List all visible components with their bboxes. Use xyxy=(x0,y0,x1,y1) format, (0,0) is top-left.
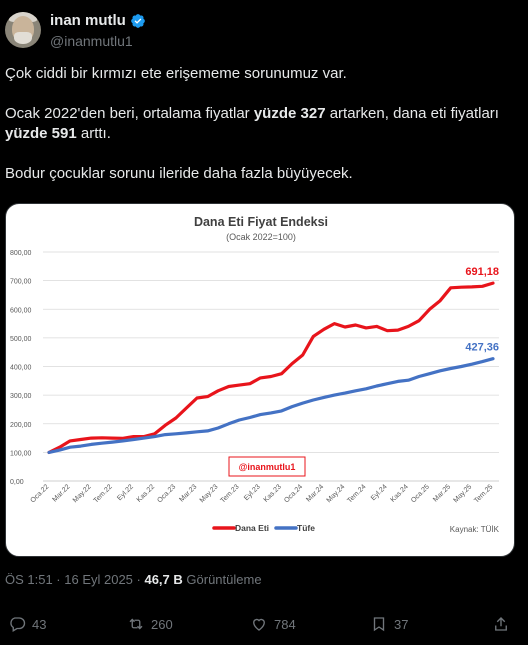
x-tick-label: Mar.24 xyxy=(305,483,325,503)
repost-count: 260 xyxy=(151,617,173,632)
post-timestamp[interactable]: ÖS 1:51 · 16 Eyl 2025 · xyxy=(5,572,144,587)
handle[interactable]: @inanmutlu1 xyxy=(50,33,133,49)
avatar[interactable] xyxy=(5,12,41,48)
like-button[interactable]: 784 xyxy=(250,615,296,633)
series-line-0 xyxy=(49,283,493,452)
bookmark-button[interactable]: 37 xyxy=(370,615,408,633)
share-icon xyxy=(492,615,510,633)
x-tick-label: Oca.23 xyxy=(156,483,177,504)
line-chart: Dana Eti Fiyat Endeksi (Ocak 2022=100) 0… xyxy=(6,204,514,556)
tweet-text: Çok ciddi bir kırmızı ete erişememe soru… xyxy=(5,64,510,184)
action-bar: 43 260 784 37 xyxy=(0,615,528,639)
view-count: 46,7 B xyxy=(144,572,182,587)
x-tick-label: Oca.22 xyxy=(29,483,50,504)
view-label: Görüntüleme xyxy=(183,572,262,587)
y-tick-label: 100,00 xyxy=(10,450,32,457)
y-tick-label: 200,00 xyxy=(10,422,32,429)
y-tick-label: 800,00 xyxy=(10,250,32,257)
watermark: @inanmutlu1 xyxy=(239,462,296,472)
x-tick-label: May.24 xyxy=(326,483,347,504)
repost-button[interactable]: 260 xyxy=(127,615,173,633)
x-tick-label: Kas.24 xyxy=(389,483,409,503)
repost-icon xyxy=(127,615,145,633)
reply-count: 43 xyxy=(32,617,46,632)
verified-badge-icon xyxy=(130,13,146,29)
series-end-label: 427,36 xyxy=(465,342,499,354)
x-tick-label: Eyl.24 xyxy=(370,483,389,502)
display-name-text[interactable]: inan mutlu xyxy=(50,12,126,29)
y-tick-label: 500,00 xyxy=(10,336,32,343)
legend-label: Dana Eti xyxy=(235,523,269,533)
x-tick-label: Oca.25 xyxy=(410,483,431,504)
tweet-line-3: Bodur çocuklar sorunu ileride daha fazla… xyxy=(5,164,510,184)
chart-title: Dana Eti Fiyat Endeksi xyxy=(194,215,328,229)
chart-image[interactable]: Dana Eti Fiyat Endeksi (Ocak 2022=100) 0… xyxy=(5,203,515,557)
x-tick-label: Tem.23 xyxy=(220,483,241,504)
x-tick-label: May.23 xyxy=(199,483,220,504)
post-meta: ÖS 1:51 · 16 Eyl 2025 · 46,7 B Görüntüle… xyxy=(5,572,262,587)
x-tick-label: May.22 xyxy=(72,483,93,504)
series-end-label: 691,18 xyxy=(465,266,499,278)
bookmark-icon xyxy=(370,615,388,633)
x-tick-label: May.25 xyxy=(452,483,473,504)
x-tick-label: Mar.23 xyxy=(178,483,198,503)
y-tick-label: 700,00 xyxy=(10,279,32,286)
reply-icon xyxy=(8,615,26,633)
y-tick-label: 300,00 xyxy=(10,393,32,400)
chart-subtitle: (Ocak 2022=100) xyxy=(226,232,296,242)
bookmark-count: 37 xyxy=(394,617,408,632)
chart-source: Kaynak: TÜİK xyxy=(450,525,500,534)
x-tick-label: Kas.22 xyxy=(136,483,156,503)
x-tick-label: Tem.22 xyxy=(93,483,114,504)
x-tick-label: Mar.22 xyxy=(51,483,71,503)
y-tick-label: 0,00 xyxy=(10,479,24,486)
reply-button[interactable]: 43 xyxy=(8,615,46,633)
legend-label: Tüfe xyxy=(297,523,315,533)
watermark-box: @inanmutlu1 xyxy=(229,457,305,476)
x-tick-label: Tem.25 xyxy=(473,483,494,504)
y-tick-label: 600,00 xyxy=(10,307,32,314)
x-tick-label: Tem.24 xyxy=(346,483,367,504)
heart-icon xyxy=(250,615,268,633)
tweet-paragraph-2: Ocak 2022'den beri, ortalama fiyatlar yü… xyxy=(5,104,510,144)
x-tick-label: Kas.23 xyxy=(263,483,283,503)
tweet-line-1: Çok ciddi bir kırmızı ete erişememe soru… xyxy=(5,64,510,84)
display-name[interactable]: inan mutlu xyxy=(50,12,146,29)
y-tick-label: 400,00 xyxy=(10,365,32,372)
like-count: 784 xyxy=(274,617,296,632)
x-tick-label: Oca.24 xyxy=(283,483,304,504)
x-tick-label: Mar.25 xyxy=(432,483,452,503)
x-tick-label: Eyl.23 xyxy=(243,483,262,502)
share-button[interactable] xyxy=(492,615,510,633)
x-tick-label: Eyl.22 xyxy=(116,483,135,502)
